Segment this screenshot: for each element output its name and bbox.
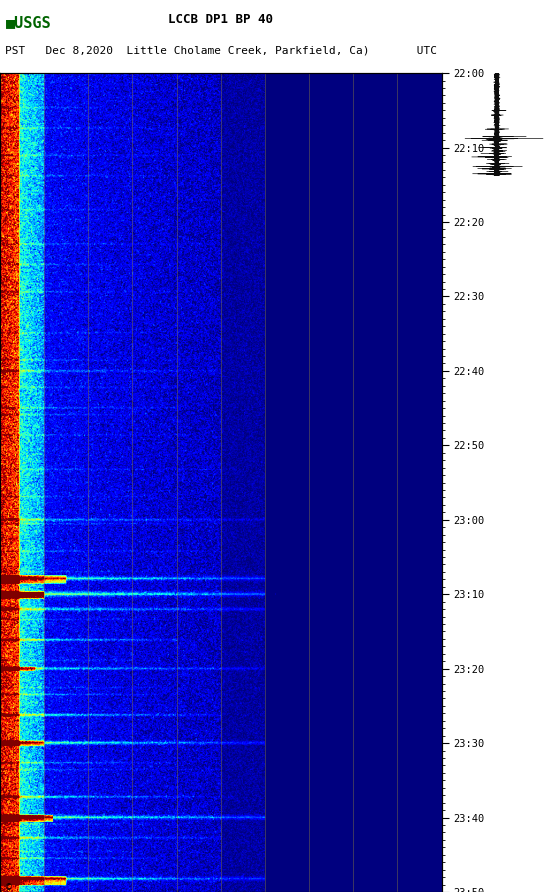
Text: ■USGS: ■USGS xyxy=(6,14,51,29)
Text: LCCB DP1 BP 40: LCCB DP1 BP 40 xyxy=(168,13,273,26)
Text: ©: © xyxy=(6,882,12,892)
Text: PST   Dec 8,2020  Little Cholame Creek, Parkfield, Ca)       UTC: PST Dec 8,2020 Little Cholame Creek, Par… xyxy=(5,45,437,55)
